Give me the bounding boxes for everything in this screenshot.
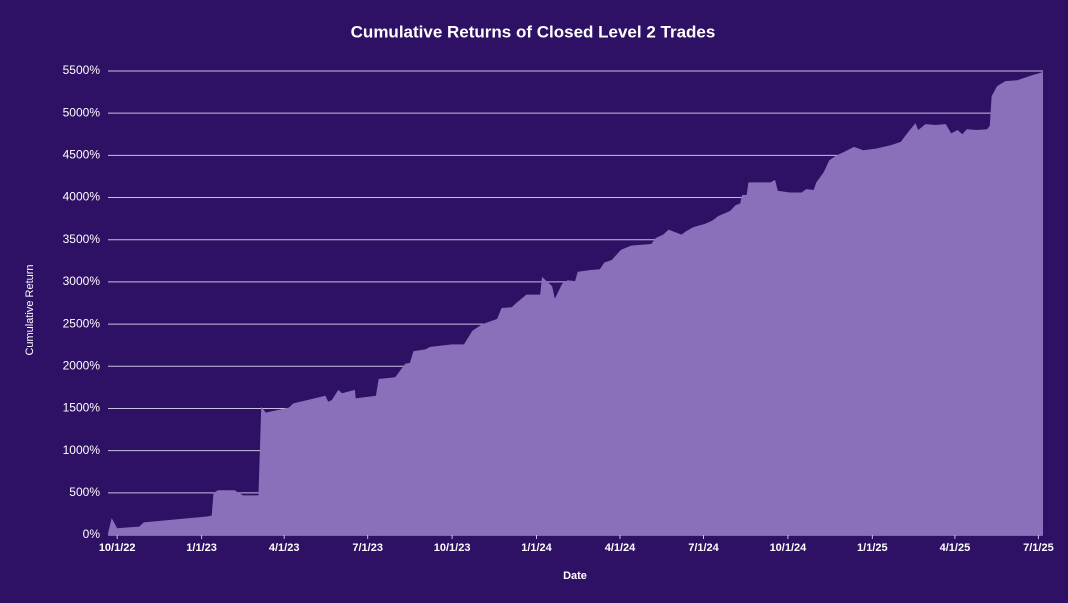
y-tick-label: 1000%: [63, 443, 101, 457]
y-tick-label: 3000%: [63, 274, 101, 288]
y-tick-label: 2000%: [63, 358, 101, 372]
y-tick-label: 1500%: [63, 401, 101, 415]
x-tick-label: 10/1/24: [770, 542, 808, 554]
x-tick-label: 10/1/23: [434, 542, 471, 554]
y-tick-label: 4500%: [63, 148, 101, 162]
x-tick-label: 7/1/24: [688, 542, 719, 554]
y-tick-label: 4000%: [63, 190, 101, 204]
chart-title: Cumulative Returns of Closed Level 2 Tra…: [351, 22, 716, 41]
x-tick-label: 4/1/24: [605, 542, 636, 554]
area: [108, 71, 1043, 536]
x-tick-label: 1/1/24: [521, 542, 552, 554]
x-tick-label: 4/1/25: [940, 542, 971, 554]
x-tick-label: 10/1/22: [99, 542, 136, 554]
y-tick-label: 0%: [83, 527, 101, 541]
y-tick-label: 5500%: [63, 63, 101, 77]
y-tick-label: 2500%: [63, 316, 101, 330]
x-axis-title: Date: [563, 570, 587, 582]
y-tick-label: 500%: [69, 485, 100, 499]
y-axis-title: Cumulative Return: [24, 264, 36, 355]
x-tick-label: 1/1/25: [857, 542, 888, 554]
y-tick-label: 5000%: [63, 105, 101, 119]
x-tick-label: 1/1/23: [186, 542, 217, 554]
x-tick-label: 7/1/25: [1023, 542, 1054, 554]
y-tick-label: 3500%: [63, 232, 101, 246]
x-tick-label: 4/1/23: [269, 542, 300, 554]
x-tick-label: 7/1/23: [352, 542, 383, 554]
